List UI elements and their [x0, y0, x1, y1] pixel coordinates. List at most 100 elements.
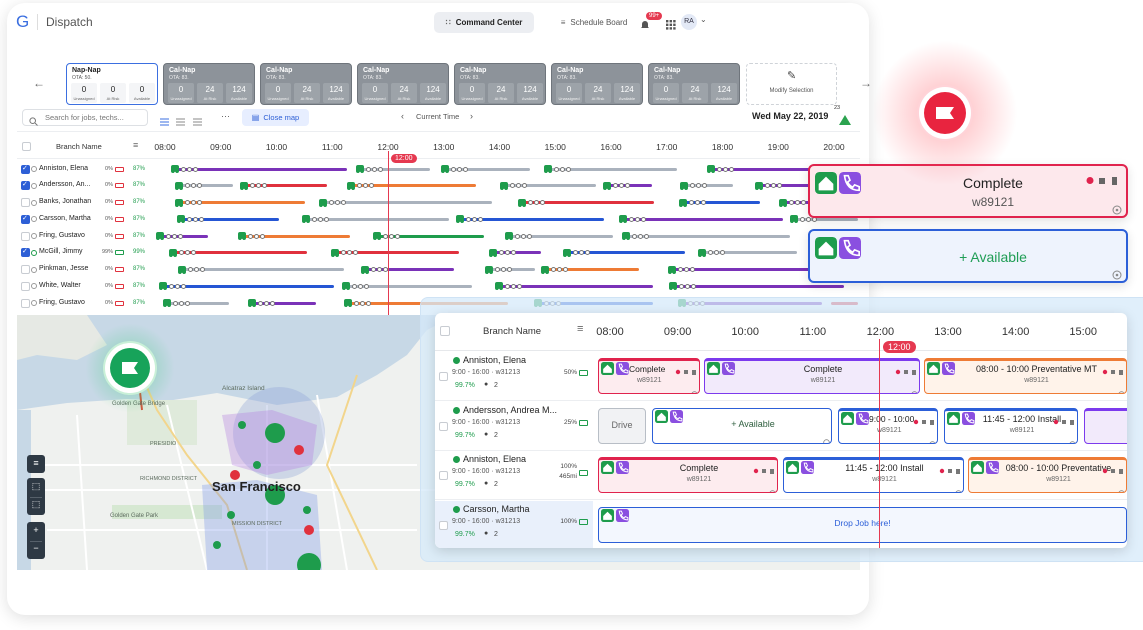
filter-card[interactable]: Cal-Nap OTA: 83. 0 Unassigned 24 At Risk 124 Av… — [551, 63, 643, 105]
row-checkbox[interactable] — [21, 281, 30, 291]
nav-tab[interactable]: ≡ Schedule Board — [548, 12, 640, 33]
job-marker — [628, 216, 634, 222]
job-card[interactable]: Complete w89121 — [598, 457, 778, 493]
modify-selection[interactable]: ✎ Modify Selection — [746, 63, 837, 105]
icon-part — [913, 419, 934, 425]
row-checkbox[interactable]: ✓ — [21, 164, 30, 174]
nav-tab[interactable]: ∷ Command Center — [434, 12, 534, 33]
job-id: w89121 — [810, 377, 836, 384]
row-checkbox[interactable]: ✓ — [21, 214, 30, 224]
filter-card[interactable]: Cal-Nap OTA: 83. 0 Unassigned 24 At Risk 124 Av… — [454, 63, 546, 105]
row-checkbox[interactable] — [439, 520, 448, 530]
job-card[interactable]: Complete w89121 — [598, 358, 700, 394]
icon-part — [34, 122, 38, 126]
schedule-bar — [346, 184, 476, 188]
job-card[interactable]: 9:00 - 10:00 w89121 — [838, 407, 938, 444]
icon-part — [239, 238, 245, 244]
floating-card[interactable]: + Available — [808, 229, 1128, 283]
job-card[interactable]: Complete w89121 — [704, 358, 920, 394]
job-card[interactable]: 08:00 - 10:00 Preventative w89121 — [968, 457, 1127, 493]
row-checkbox[interactable] — [439, 471, 448, 480]
icon-part — [362, 272, 368, 278]
row-checkbox[interactable]: ✓ — [21, 248, 30, 258]
job-marker — [573, 250, 579, 256]
icon-part — [780, 205, 786, 211]
search-box[interactable]: Search for jobs, techs... — [22, 109, 148, 126]
icon-part — [681, 188, 687, 194]
count-box: 124 Available — [226, 83, 252, 103]
battery-icon — [579, 518, 588, 525]
row-checkbox[interactable] — [439, 421, 448, 431]
floating-card[interactable]: Complete w89121 — [808, 164, 1128, 218]
map-control[interactable]: + − — [27, 522, 45, 559]
phone-icon — [801, 461, 814, 474]
job-card[interactable]: 11:45 - 12:00 Install w89121 — [944, 407, 1078, 444]
status-icons — [939, 461, 963, 474]
battery-level: 0% — [105, 299, 113, 306]
hour-label: 18:00 — [711, 142, 734, 152]
job-marker — [514, 233, 520, 239]
job-marker — [690, 183, 696, 189]
close-map-button[interactable]: ▤ Close map — [242, 109, 309, 126]
icon-part — [486, 272, 492, 278]
prev-time[interactable]: ‹ — [401, 111, 404, 121]
count-label: At Risk — [106, 96, 120, 101]
filter-name: Cal-Nap — [557, 67, 584, 74]
header-checkbox[interactable] — [22, 142, 31, 151]
next-time[interactable]: › — [470, 111, 473, 121]
icon-part — [542, 272, 548, 278]
job-marker — [551, 267, 557, 272]
target-icon — [691, 385, 698, 393]
job-card[interactable]: 08:00 - 10:00 Preventative MT w89121 — [924, 358, 1127, 394]
count-value: 24 — [399, 85, 409, 94]
row-checkbox[interactable] — [21, 265, 30, 274]
job-card[interactable]: + Available — [652, 407, 832, 444]
user-avatar[interactable]: RA — [681, 14, 697, 30]
job-marker — [466, 216, 472, 222]
nav-left[interactable]: ← — [33, 76, 45, 90]
job-marker — [179, 250, 185, 256]
schedule-bar — [697, 251, 797, 255]
icon-part — [755, 188, 762, 194]
tech-name: Banks, Jonathan — [39, 198, 92, 205]
filter-card[interactable]: Cal-Nap OTA: 83. 0 Unassigned 24 At Risk 124 Av… — [648, 63, 740, 105]
row-checkbox[interactable] — [21, 298, 30, 308]
battery-icon — [115, 267, 124, 272]
icon-part — [936, 107, 954, 119]
zoom-panel: Branch Name ≡ 08:00 09:00 10:00 11:00 12:00 13:… — [435, 313, 1127, 548]
job-marker — [643, 233, 649, 239]
filter-card[interactable]: Nap-Nap OTA: 50. 0 Unassigned 0 At Risk 0 Avail… — [66, 63, 158, 105]
icon-part — [37, 394, 437, 570]
filter-card[interactable]: Cal-Nap OTA: 83. 0 Unassigned 24 At Risk 124 Av… — [260, 63, 352, 105]
icon-part — [788, 463, 797, 472]
tech-name: Anniston, Elena — [463, 355, 527, 365]
job-marker — [528, 200, 534, 205]
icon-part — [839, 115, 851, 125]
zoom-row: Anniston, Elena 9:00 - 16:00 · w31213 99.7… — [435, 352, 1127, 401]
row-checkbox[interactable]: ✓ — [21, 181, 30, 191]
tech-name: McGill, Jimmy — [39, 248, 83, 256]
schedule-bar — [790, 217, 858, 221]
row-checkbox[interactable] — [439, 372, 448, 381]
job-card[interactable]: 11:45 - 12:00 Install w89121 — [783, 457, 964, 493]
filter-card[interactable]: Cal-Nap OTA: 83. 0 Unassigned 24 At Risk 124 Av… — [357, 63, 449, 105]
header-checkbox[interactable] — [440, 326, 450, 336]
job-card[interactable]: Drop Job here! — [598, 506, 1127, 543]
row-checkbox[interactable] — [21, 231, 30, 241]
icon-part — [641, 21, 649, 29]
sort-icon[interactable]: ≡ — [133, 140, 139, 150]
job-id: w89121 — [637, 377, 662, 384]
icon-part — [441, 171, 448, 177]
current-time[interactable]: Current Time — [416, 112, 460, 121]
map-control[interactable]: ≡ — [27, 455, 45, 473]
filter-card[interactable]: Cal-Nap OTA: 83. 0 Unassigned 24 At Risk 124 Av… — [163, 63, 255, 105]
nav-right[interactable]: → — [860, 76, 872, 90]
sort-icon[interactable]: ≡ — [577, 323, 584, 335]
more-icon[interactable]: ··· — [221, 111, 230, 121]
row-checkbox[interactable] — [21, 198, 30, 207]
map-icon: ▤ — [251, 113, 260, 122]
phone-icon — [616, 362, 629, 375]
status-icon — [31, 249, 37, 256]
job-card[interactable]: Drive — [598, 407, 646, 444]
map-control[interactable]: ⬚ ⬚ — [27, 478, 45, 515]
